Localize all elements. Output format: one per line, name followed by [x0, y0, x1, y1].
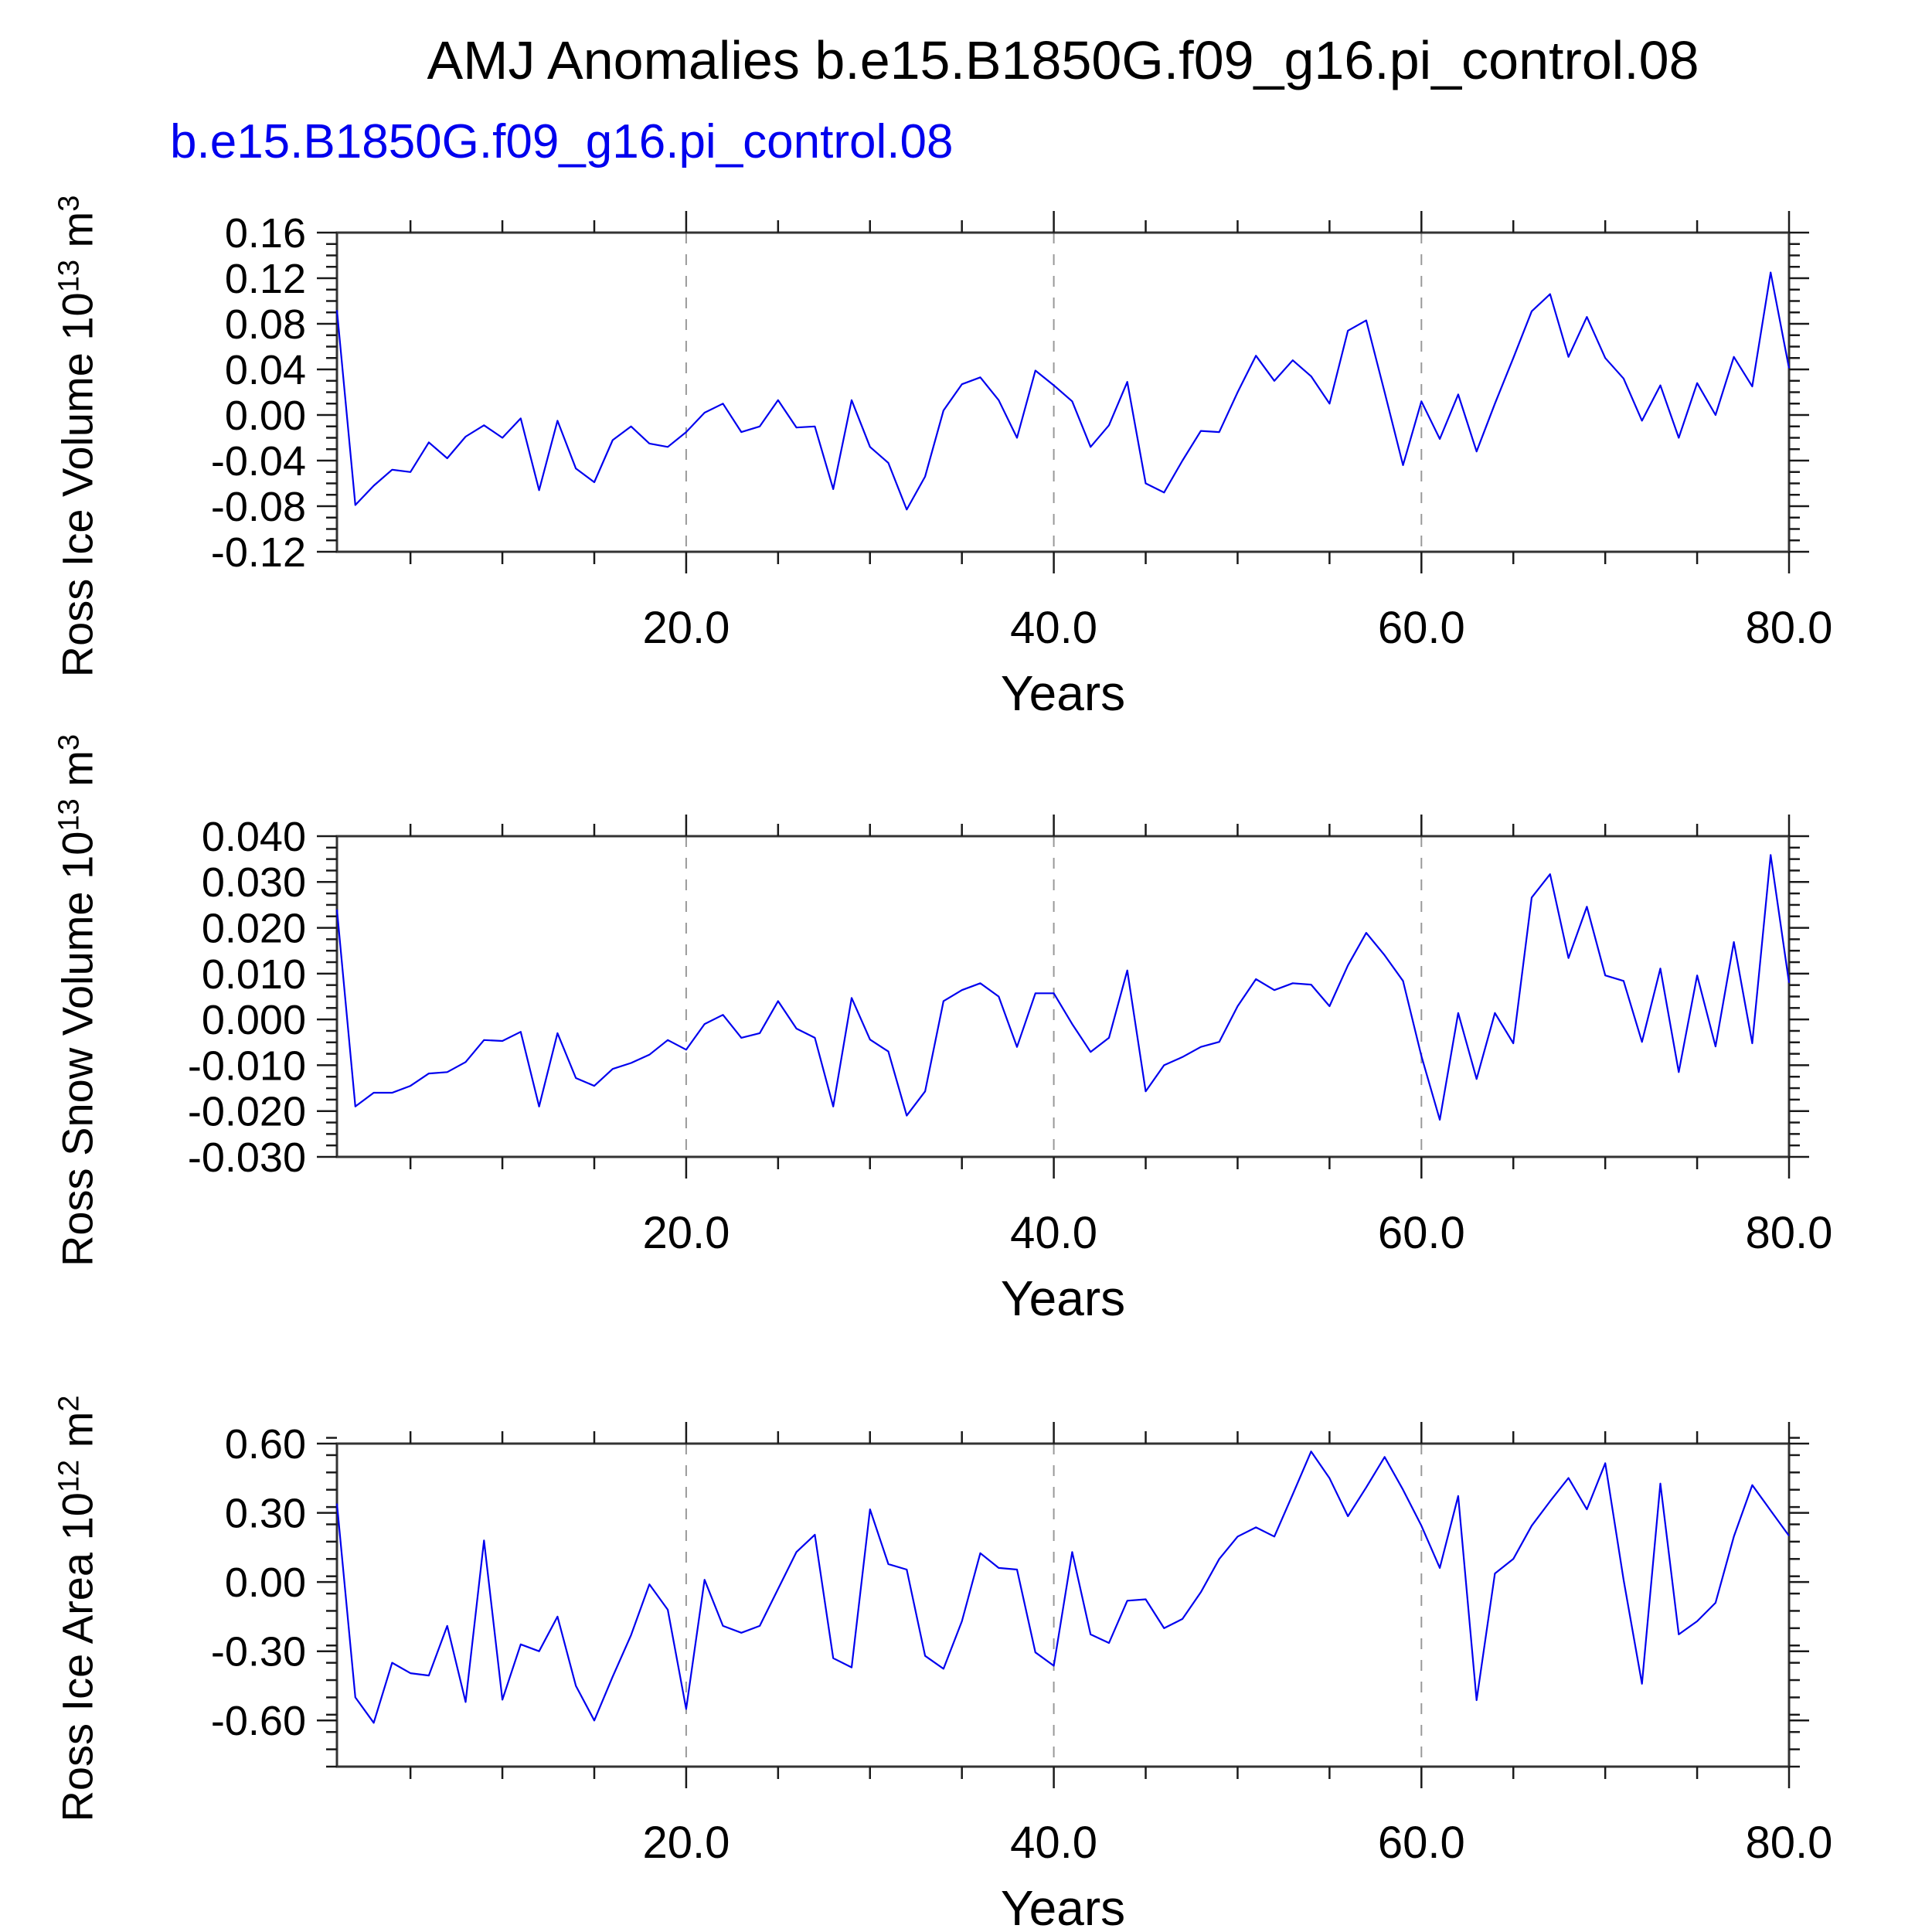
- y-tick-label: 0.030: [202, 859, 306, 906]
- y-tick-label: 0.020: [202, 905, 306, 951]
- y-tick-label: 0.30: [225, 1490, 306, 1536]
- y-tick-label: 0.04: [225, 347, 306, 393]
- x-tick-label: 60.0: [1378, 1208, 1465, 1258]
- y-tick-label: -0.08: [211, 484, 306, 530]
- x-tick-label: 20.0: [642, 1818, 730, 1868]
- panel-2: 20.0 40.0 60.0 80.0 Years 0.0400.0300.0200.01…: [188, 814, 1833, 1326]
- y-tick-label: -0.12: [211, 529, 306, 576]
- x-tick-label: 20.0: [642, 603, 730, 653]
- x-tick-label: 40.0: [1010, 1818, 1097, 1868]
- x-tick-label: 80.0: [1746, 1818, 1833, 1868]
- y-tick-label: 0.12: [225, 256, 306, 302]
- y-tick-label: 0.00: [225, 393, 306, 439]
- xaxis-label: Years: [1001, 1880, 1125, 1932]
- plot-frame: [335, 835, 1791, 1158]
- y-tick-label: -0.020: [188, 1089, 306, 1135]
- x-tick-label: 60.0: [1378, 1818, 1465, 1868]
- x-tick-label: 20.0: [642, 1208, 730, 1258]
- y-tick-label: 0.00: [225, 1560, 306, 1606]
- x-tick-label: 40.0: [1010, 1208, 1097, 1258]
- series-line: [335, 1451, 1790, 1724]
- y-tick-label: -0.030: [188, 1134, 306, 1181]
- y-tick-label: 0.08: [225, 301, 306, 348]
- plot-frame: [335, 1442, 1791, 1768]
- y-tick-label: 0.16: [225, 210, 306, 257]
- y-tick-label: 0.010: [202, 951, 306, 998]
- tick-marks: [317, 211, 1809, 573]
- xaxis-label: Years: [1001, 665, 1125, 721]
- series-line: [335, 271, 1791, 511]
- x-tick-label: 40.0: [1010, 603, 1097, 653]
- page-title: AMJ Anomalies b.e15.B1850G.f09_g16.pi_co…: [427, 30, 1699, 90]
- y-tick-label: 0.040: [202, 814, 306, 860]
- y-tick-label: -0.60: [211, 1698, 306, 1744]
- xaxis-label: Years: [1001, 1270, 1125, 1326]
- y-tick-label: -0.010: [188, 1043, 306, 1089]
- panel-1: 20.0 40.0 60.0 80.0 Years 0.160.120.080.040.0…: [211, 210, 1833, 721]
- y-tick-label: -0.30: [211, 1629, 306, 1675]
- tick-marks: [317, 1422, 1809, 1788]
- y-tick-label: -0.04: [211, 438, 306, 485]
- y-tick-label: 0.60: [225, 1421, 306, 1468]
- tick-marks: [317, 815, 1809, 1179]
- y-tick-label: 0.000: [202, 997, 306, 1043]
- x-tick-label: 60.0: [1378, 603, 1465, 653]
- x-tick-label: 80.0: [1746, 603, 1833, 653]
- panel-3: 20.0 40.0 60.0 80.0 Years 0.60 0.30 0.00 -0.30 -0…: [211, 1421, 1833, 1932]
- series-legend-label: b.e15.B1850G.f09_g16.pi_control.08: [170, 115, 954, 168]
- x-tick-label: 80.0: [1746, 1208, 1833, 1258]
- series-line: [335, 854, 1791, 1121]
